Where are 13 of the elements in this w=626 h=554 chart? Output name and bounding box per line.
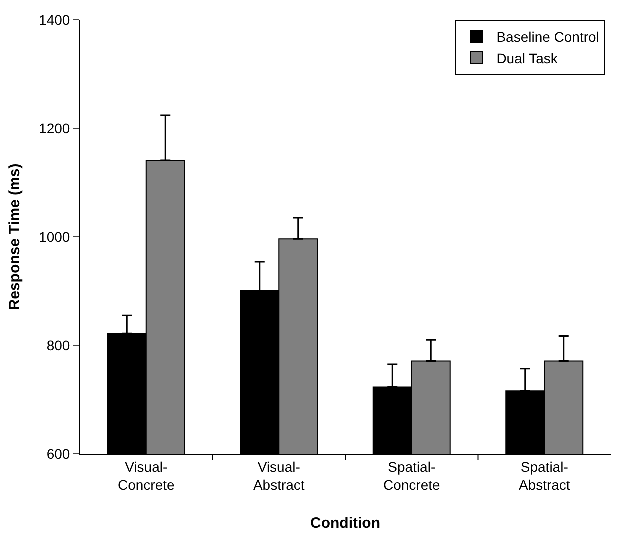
x-axis-title: Condition xyxy=(310,515,380,532)
y-tick-label: 600 xyxy=(46,446,70,462)
x-tick-label: Visual- Concrete xyxy=(118,458,175,493)
y-tick-label: 1400 xyxy=(39,12,70,28)
legend-label: Baseline Control xyxy=(496,29,600,46)
legend-label: Dual Task xyxy=(496,50,559,66)
y-tick-label: 1200 xyxy=(39,120,70,136)
y-tick-label: 800 xyxy=(46,337,70,354)
x-tick-label: Visual- Abstract xyxy=(253,458,305,493)
y-axis-title: Response Time (ms) xyxy=(6,164,24,310)
y-tick-label: 1000 xyxy=(39,228,70,245)
x-tick-label: Spatial- Concrete xyxy=(383,458,440,493)
x-tick-label: Spatial- Abstract xyxy=(518,458,570,493)
